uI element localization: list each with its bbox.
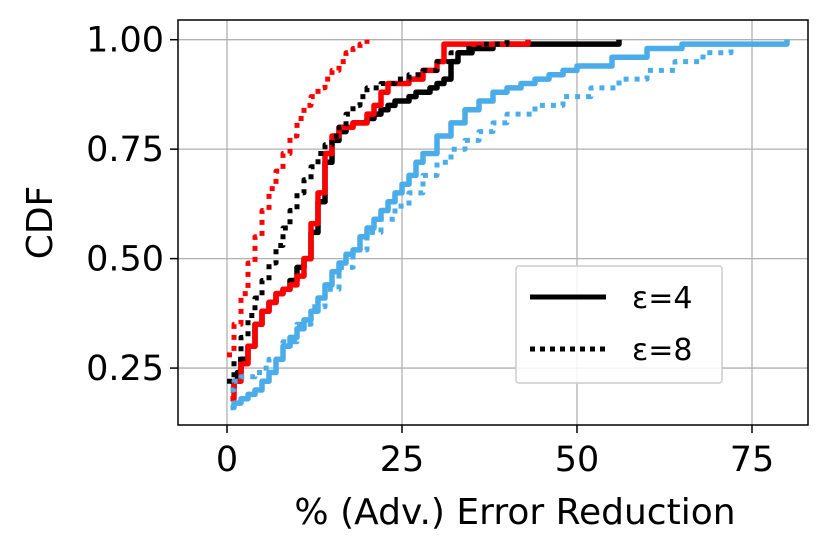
x-tick-label-2: 50 <box>555 440 600 480</box>
y-axis-label: CDF <box>20 186 61 260</box>
y-tick-label-2: 0.75 <box>86 130 164 170</box>
legend-label-eps4: ε=4 <box>632 281 692 316</box>
series-line-1-solid <box>230 39 531 402</box>
legend-label-eps8: ε=8 <box>632 333 692 368</box>
series-line-5-dotted <box>230 39 790 393</box>
x-tick-label-0: 0 <box>216 440 238 480</box>
series-group <box>227 39 790 411</box>
y-tick-label-1: 0.50 <box>86 240 164 280</box>
tick-labels: 0 25 50 75 0.25 0.50 0.75 1.00 <box>86 21 774 480</box>
x-tick-label-1: 25 <box>380 440 425 480</box>
plot-frame <box>177 19 809 426</box>
grid <box>178 20 808 425</box>
legend: ε=4 ε=8 <box>515 265 723 384</box>
x-axis-label: % (Adv.) Error Reduction <box>294 492 735 533</box>
ticks <box>170 38 753 433</box>
x-tick-label-3: 75 <box>730 440 775 480</box>
y-tick-label-0: 0.25 <box>86 349 164 389</box>
series-line-3-dotted <box>227 39 510 384</box>
y-tick-label-3: 1.00 <box>86 21 164 61</box>
